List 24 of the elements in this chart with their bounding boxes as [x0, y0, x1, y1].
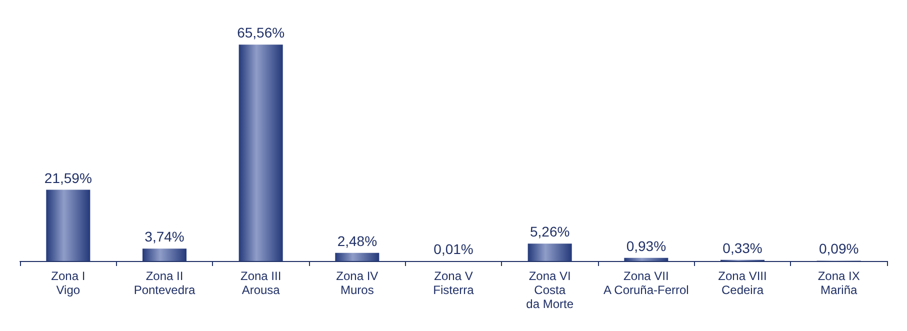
- bar: [46, 190, 90, 261]
- x-tick-label: Zona III Arousa: [240, 269, 282, 297]
- x-tick-label: Zona I Vigo: [51, 269, 86, 297]
- bar: [528, 244, 572, 261]
- x-tick-label: Zona IV Muros: [336, 269, 378, 297]
- data-label: 0,33%: [722, 240, 762, 256]
- data-label: 0,01%: [434, 240, 474, 257]
- data-label: 5,26%: [530, 224, 570, 240]
- x-tick-label: Zona VI Costa da Morte: [526, 269, 574, 311]
- data-label: 3,74%: [144, 228, 184, 245]
- x-tick-label: Zona IX Mariña: [818, 269, 860, 297]
- bar: [335, 252, 380, 261]
- data-label: 0,09%: [818, 240, 859, 257]
- x-tick-label: Zona VIII Cedeira: [718, 269, 767, 297]
- bar: [238, 44, 283, 261]
- bar: [624, 258, 668, 261]
- x-tick-label: Zona V Fisterra: [433, 269, 474, 297]
- bar: [142, 248, 186, 261]
- data-label: 0,93%: [626, 238, 666, 254]
- x-tick-label: Zona II Pontevedra: [134, 269, 196, 297]
- data-label: 2,48%: [337, 232, 378, 249]
- data-label: 65,56%: [237, 24, 285, 41]
- x-tick-label: Zona VII A Coruña-Ferrol: [603, 269, 689, 297]
- data-label: 21,59%: [44, 170, 92, 186]
